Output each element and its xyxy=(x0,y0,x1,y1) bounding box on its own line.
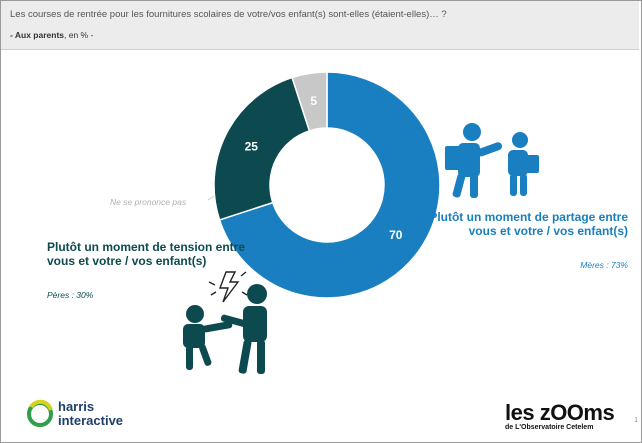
slice-nsp-value-label: 5 xyxy=(310,94,317,108)
subtitle-bold: - Aux parents xyxy=(10,30,65,40)
slice-tension-value-label: 25 xyxy=(245,139,259,153)
question-text: Les courses de rentrée pour les fournitu… xyxy=(10,9,447,20)
tension-annotation: Plutôt un moment de tension entre vous e… xyxy=(47,240,246,268)
donut-slices xyxy=(213,71,441,299)
slice-tension xyxy=(213,76,311,221)
slice-partage-value-label: 70 xyxy=(389,228,403,242)
slice-partage xyxy=(218,71,441,299)
leszooms-logo-subtitle: de L'Observatoire Cetelem xyxy=(505,424,594,431)
slice-nsp xyxy=(291,71,328,132)
partage-subnote: Mères : 73% xyxy=(580,260,628,270)
page-number: 1 xyxy=(634,417,638,424)
donut-value-labels: 70 25 5 xyxy=(245,94,403,242)
harris-logo-line1: harris xyxy=(58,399,95,414)
harris-logo-line2: interactive xyxy=(58,413,124,428)
tension-subnote: Pères : 30% xyxy=(47,290,94,300)
tension-people-icon xyxy=(183,284,267,374)
subtitle-text: - Aux parents, en % - xyxy=(10,30,93,40)
harris-logo-text: harris interactive xyxy=(58,400,123,428)
sharing-people-icon xyxy=(445,123,539,198)
harris-logo-icon xyxy=(27,399,53,427)
partage-annotation: Plutôt un moment de partage entre vous e… xyxy=(429,210,628,238)
subtitle-rest: , en % - xyxy=(64,30,94,40)
slide-header: Les courses de rentrée pour les fournitu… xyxy=(1,1,639,50)
nsp-connector-line xyxy=(207,195,215,201)
leszooms-logo: les zOOms xyxy=(505,400,615,425)
lightning-icon xyxy=(208,271,248,303)
nsp-label: Ne se prononce pas xyxy=(110,197,187,207)
